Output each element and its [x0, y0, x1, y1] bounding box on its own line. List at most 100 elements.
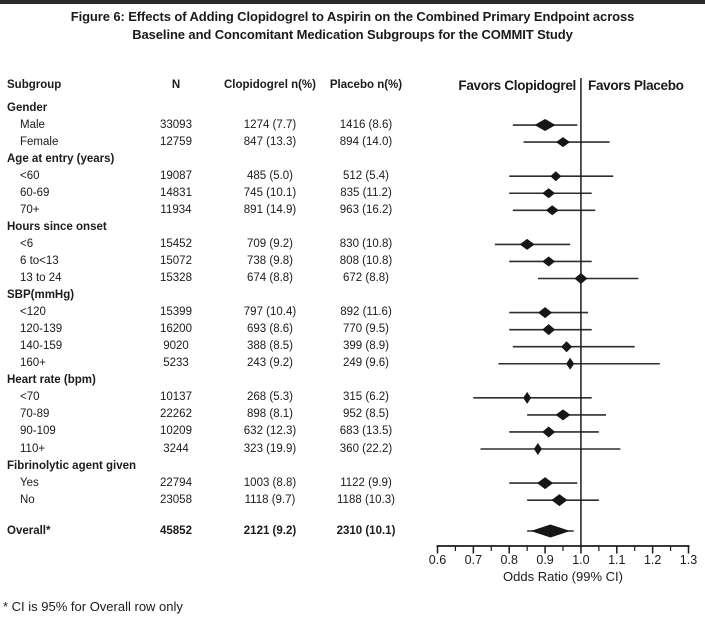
- footnote: * CI is 95% for Overall row only: [3, 599, 183, 614]
- clopidogrel-value: 1118 (9.7): [244, 493, 296, 506]
- subgroup-row: 13 to 24 15328 674 (8.8) 672 (8.8): [0, 270, 437, 287]
- n-value: 15452: [160, 237, 192, 250]
- placebo-value: 683 (13.5): [339, 425, 393, 438]
- x-axis-tick-label: 1.3: [680, 553, 697, 567]
- subgroup-label: 13 to 24: [20, 272, 62, 284]
- placebo-value: 892 (11.6): [340, 306, 392, 319]
- placebo-value: 1122 (9.9): [340, 476, 392, 489]
- n-value: 9020: [163, 340, 189, 353]
- subgroup-row: 120-139 16200 693 (8.6) 770 (9.5): [0, 321, 437, 338]
- subgroup-header-row: SBP(mmHg): [0, 287, 437, 304]
- clopidogrel-value: 485 (5.0): [246, 169, 294, 182]
- favors-clopidogrel-label: Favors Clopidogrel: [458, 78, 576, 93]
- x-axis-tick-label: 0.6: [429, 553, 446, 567]
- clopidogrel-value: 388 (8.5): [246, 340, 294, 353]
- subgroup-row: 70+ 11934 891 (14.9) 963 (16.2): [0, 202, 437, 219]
- n-value: 10209: [160, 425, 192, 438]
- figure-title-line2: Baseline and Concomitant Medication Subg…: [132, 26, 573, 42]
- subgroup-row: 110+ 3244 323 (19.9) 360 (22.2): [0, 441, 437, 458]
- subgroup-row: Female 12759 847 (13.3) 894 (14.0): [0, 134, 437, 151]
- n-value: 15328: [160, 272, 192, 284]
- n-value: 23058: [160, 493, 192, 506]
- subgroup-label: Gender: [7, 101, 48, 114]
- odds-ratio-diamond: [542, 426, 556, 438]
- n-value: 14831: [160, 186, 192, 199]
- overall-row: Overall* 45852 2121 (9.2) 2310 (10.1): [0, 523, 437, 540]
- odds-ratio-diamond: [550, 171, 562, 182]
- clopidogrel-value: 797 (10.4): [243, 306, 297, 319]
- n-value: 5233: [163, 357, 189, 370]
- clopidogrel-value: 268 (5.3): [246, 391, 294, 404]
- clopidogrel-value: 891 (14.9): [243, 203, 297, 216]
- column-header-placebo: Placebo n(%): [329, 79, 403, 91]
- subgroup-label: 6 to<13: [20, 254, 59, 267]
- n-value: 22262: [160, 408, 192, 421]
- placebo-value: 315 (6.2): [342, 391, 390, 404]
- clopidogrel-value: 693 (8.6): [246, 323, 294, 336]
- clopidogrel-value: 738 (9.8): [246, 254, 294, 267]
- subgroup-label: Hours since onset: [7, 220, 107, 233]
- column-header-n: N: [171, 79, 181, 91]
- x-axis-label: Odds Ratio (99% CI): [503, 569, 623, 584]
- odds-ratio-diamond: [533, 443, 542, 455]
- placebo-value: 963 (16.2): [339, 203, 393, 216]
- clopidogrel-value: 1003 (8.8): [243, 476, 297, 489]
- x-axis-tick-label: 1.1: [608, 553, 625, 567]
- subgroup-label: SBP(mmHg): [7, 289, 75, 302]
- clopidogrel-value: 847 (13.3): [243, 135, 297, 148]
- subgroup-header-row: Hours since onset: [0, 219, 437, 236]
- odds-ratio-diamond: [561, 341, 573, 353]
- n-value: 19087: [160, 169, 192, 182]
- subgroup-row: Yes 22794 1003 (8.8) 1122 (9.9): [0, 475, 437, 492]
- subgroup-label: 70-89: [20, 408, 50, 421]
- placebo-value: 952 (8.5): [342, 408, 390, 421]
- odds-ratio-diamond: [542, 188, 556, 199]
- odds-ratio-diamond: [538, 307, 553, 319]
- subgroup-label: 140-159: [20, 340, 63, 353]
- placebo-value: 1416 (8.6): [339, 118, 393, 131]
- clopidogrel-value: 898 (8.1): [246, 408, 294, 421]
- subgroup-row: 160+ 5233 243 (9.2) 249 (9.6): [0, 355, 437, 372]
- placebo-value: 770 (9.5): [342, 323, 390, 336]
- n-value: 10137: [160, 391, 192, 404]
- x-axis-tick-label: 0.7: [465, 553, 482, 567]
- x-axis-tick-label: 1.0: [572, 553, 589, 567]
- n-value: 11934: [160, 203, 192, 216]
- subgroup-label: 70+: [20, 203, 40, 216]
- subgroup-label: Fibrinolytic agent given: [7, 459, 137, 472]
- odds-ratio-diamond: [555, 409, 571, 421]
- odds-ratio-diamond: [551, 494, 568, 507]
- placebo-value: 360 (22.2): [339, 442, 393, 455]
- subgroup-row: 70-89 22262 898 (8.1) 952 (8.5): [0, 406, 437, 423]
- column-header-clopidogrel: Clopidogrel n(%): [224, 79, 316, 91]
- clopidogrel-value: 243 (9.2): [246, 357, 294, 370]
- subgroup-header-row: Age at entry (years): [0, 151, 437, 168]
- odds-ratio-diamond: [566, 357, 575, 370]
- subgroup-label: Heart rate (bpm): [7, 374, 96, 387]
- column-header-subgroup: Subgroup: [7, 79, 62, 91]
- subgroup-label: 110+: [20, 442, 46, 455]
- subgroup-label: No: [20, 493, 35, 506]
- subgroup-label: Female: [20, 135, 59, 148]
- subgroup-label: <60: [20, 169, 40, 182]
- n-value: 45852: [160, 524, 192, 537]
- clopidogrel-value: 632 (12.3): [243, 425, 297, 438]
- overall-diamond: [530, 524, 571, 538]
- n-value: 15399: [160, 306, 192, 319]
- subgroup-row: 140-159 9020 388 (8.5) 399 (8.9): [0, 338, 437, 355]
- subgroup-row: <60 19087 485 (5.0) 512 (5.4): [0, 168, 437, 185]
- n-value: 22794: [160, 476, 192, 489]
- placebo-value: 399 (8.9): [342, 340, 390, 353]
- subgroup-label: Male: [20, 118, 45, 131]
- figure-title: Figure 6: Effects of Adding Clopidogrel …: [0, 8, 705, 43]
- placebo-value: 512 (5.4): [342, 169, 390, 182]
- subgroup-label: <120: [20, 306, 46, 319]
- placebo-value: 808 (10.8): [339, 254, 393, 267]
- x-axis-tick-label: 0.8: [501, 553, 518, 567]
- favors-placebo-label: Favors Placebo: [588, 78, 684, 93]
- subgroup-label: 90-109: [20, 425, 56, 438]
- n-value: 15072: [160, 254, 192, 267]
- subgroup-header-row: Heart rate (bpm): [0, 372, 437, 389]
- subgroup-label: <6: [20, 237, 34, 250]
